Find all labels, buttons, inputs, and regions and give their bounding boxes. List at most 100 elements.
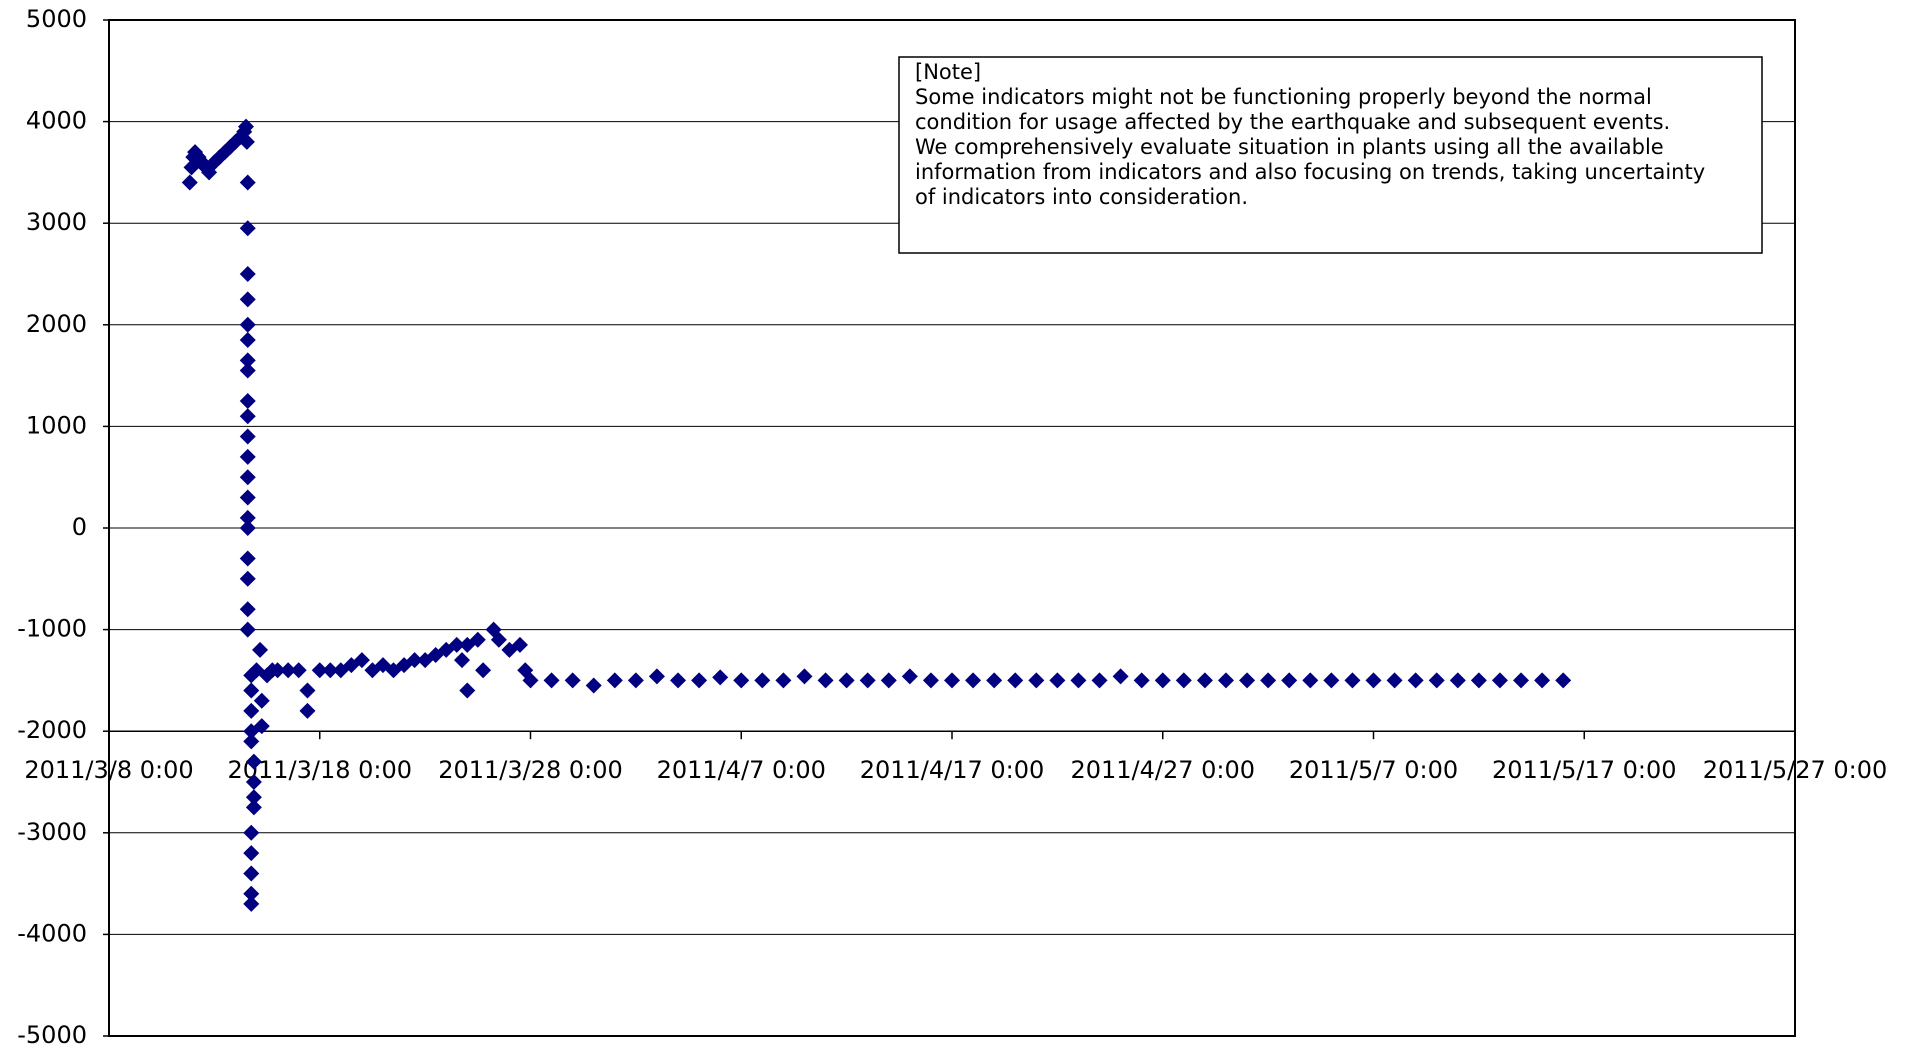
marker bbox=[1555, 672, 1572, 689]
marker bbox=[239, 550, 256, 567]
marker bbox=[406, 652, 423, 669]
marker bbox=[459, 682, 476, 699]
marker bbox=[1260, 672, 1277, 689]
marker bbox=[243, 885, 260, 902]
marker bbox=[1407, 672, 1424, 689]
marker bbox=[181, 174, 198, 191]
marker bbox=[469, 631, 486, 648]
marker bbox=[239, 352, 256, 369]
note-line: [Note] bbox=[915, 60, 981, 84]
marker bbox=[243, 824, 260, 841]
marker bbox=[311, 662, 328, 679]
marker bbox=[243, 702, 260, 719]
marker bbox=[253, 692, 270, 709]
marker bbox=[1007, 672, 1024, 689]
marker bbox=[239, 509, 256, 526]
marker bbox=[269, 662, 286, 679]
y-tick-label: 0 bbox=[72, 513, 87, 541]
marker bbox=[1428, 672, 1445, 689]
marker bbox=[322, 662, 339, 679]
marker bbox=[1470, 672, 1487, 689]
marker bbox=[796, 668, 813, 685]
marker bbox=[239, 448, 256, 465]
marker bbox=[253, 718, 270, 735]
y-tick-label: -4000 bbox=[17, 919, 87, 947]
marker bbox=[859, 672, 876, 689]
marker bbox=[239, 332, 256, 349]
marker bbox=[712, 669, 729, 686]
marker bbox=[252, 641, 269, 658]
marker bbox=[245, 753, 262, 770]
marker bbox=[290, 662, 307, 679]
marker bbox=[775, 672, 792, 689]
marker bbox=[1449, 672, 1466, 689]
marker bbox=[239, 621, 256, 638]
marker bbox=[817, 672, 834, 689]
marker bbox=[243, 733, 260, 750]
marker bbox=[448, 636, 465, 653]
marker bbox=[564, 672, 581, 689]
marker bbox=[490, 631, 507, 648]
marker bbox=[543, 672, 560, 689]
marker bbox=[606, 672, 623, 689]
note-line: information from indicators and also foc… bbox=[915, 160, 1705, 184]
y-tick-label: 5000 bbox=[26, 5, 87, 33]
marker bbox=[245, 774, 262, 790]
marker bbox=[245, 799, 262, 816]
marker bbox=[353, 652, 370, 669]
marker bbox=[239, 266, 256, 282]
note-line: We comprehensively evaluate situation in… bbox=[915, 135, 1664, 159]
marker bbox=[1070, 672, 1087, 689]
x-tick-label: 2011/3/28 0:00 bbox=[438, 756, 623, 784]
marker bbox=[1217, 672, 1234, 689]
marker bbox=[245, 789, 262, 806]
marker bbox=[627, 672, 644, 689]
x-tick-label: 2011/4/27 0:00 bbox=[1070, 756, 1255, 784]
marker bbox=[1239, 672, 1256, 689]
marker bbox=[670, 672, 687, 689]
marker bbox=[454, 652, 471, 669]
x-tick-label: 2011/4/17 0:00 bbox=[860, 756, 1045, 784]
marker bbox=[1133, 672, 1150, 689]
marker bbox=[838, 672, 855, 689]
marker bbox=[299, 682, 316, 699]
marker bbox=[691, 672, 708, 689]
marker bbox=[1534, 672, 1551, 689]
y-tick-label: 4000 bbox=[26, 107, 87, 135]
marker bbox=[239, 316, 256, 333]
marker bbox=[1196, 672, 1213, 689]
y-tick-label: -2000 bbox=[17, 716, 87, 744]
marker bbox=[965, 672, 982, 689]
marker bbox=[239, 291, 256, 308]
marker bbox=[243, 865, 260, 882]
marker bbox=[1154, 672, 1171, 689]
y-tick-label: -3000 bbox=[17, 818, 87, 846]
marker bbox=[299, 702, 316, 719]
note-line: of indicators into consideration. bbox=[915, 185, 1248, 209]
marker bbox=[280, 662, 297, 679]
marker bbox=[1513, 672, 1530, 689]
note-box bbox=[898, 56, 1763, 254]
marker bbox=[1112, 668, 1129, 685]
marker bbox=[1049, 672, 1066, 689]
marker bbox=[1344, 672, 1361, 689]
x-tick-label: 2011/3/8 0:00 bbox=[24, 756, 193, 784]
marker bbox=[1028, 672, 1045, 689]
marker bbox=[1091, 672, 1108, 689]
marker bbox=[648, 668, 665, 685]
plot-border bbox=[108, 19, 1796, 1037]
marker bbox=[237, 118, 254, 135]
marker bbox=[733, 672, 750, 689]
x-tick-label: 2011/5/7 0:00 bbox=[1289, 756, 1458, 784]
marker bbox=[239, 489, 256, 506]
marker bbox=[1386, 672, 1403, 689]
marker bbox=[239, 601, 256, 618]
marker bbox=[239, 520, 256, 536]
marker bbox=[901, 668, 918, 685]
marker bbox=[1281, 672, 1298, 689]
marker bbox=[239, 393, 256, 409]
marker bbox=[239, 408, 256, 425]
marker bbox=[1302, 672, 1319, 689]
